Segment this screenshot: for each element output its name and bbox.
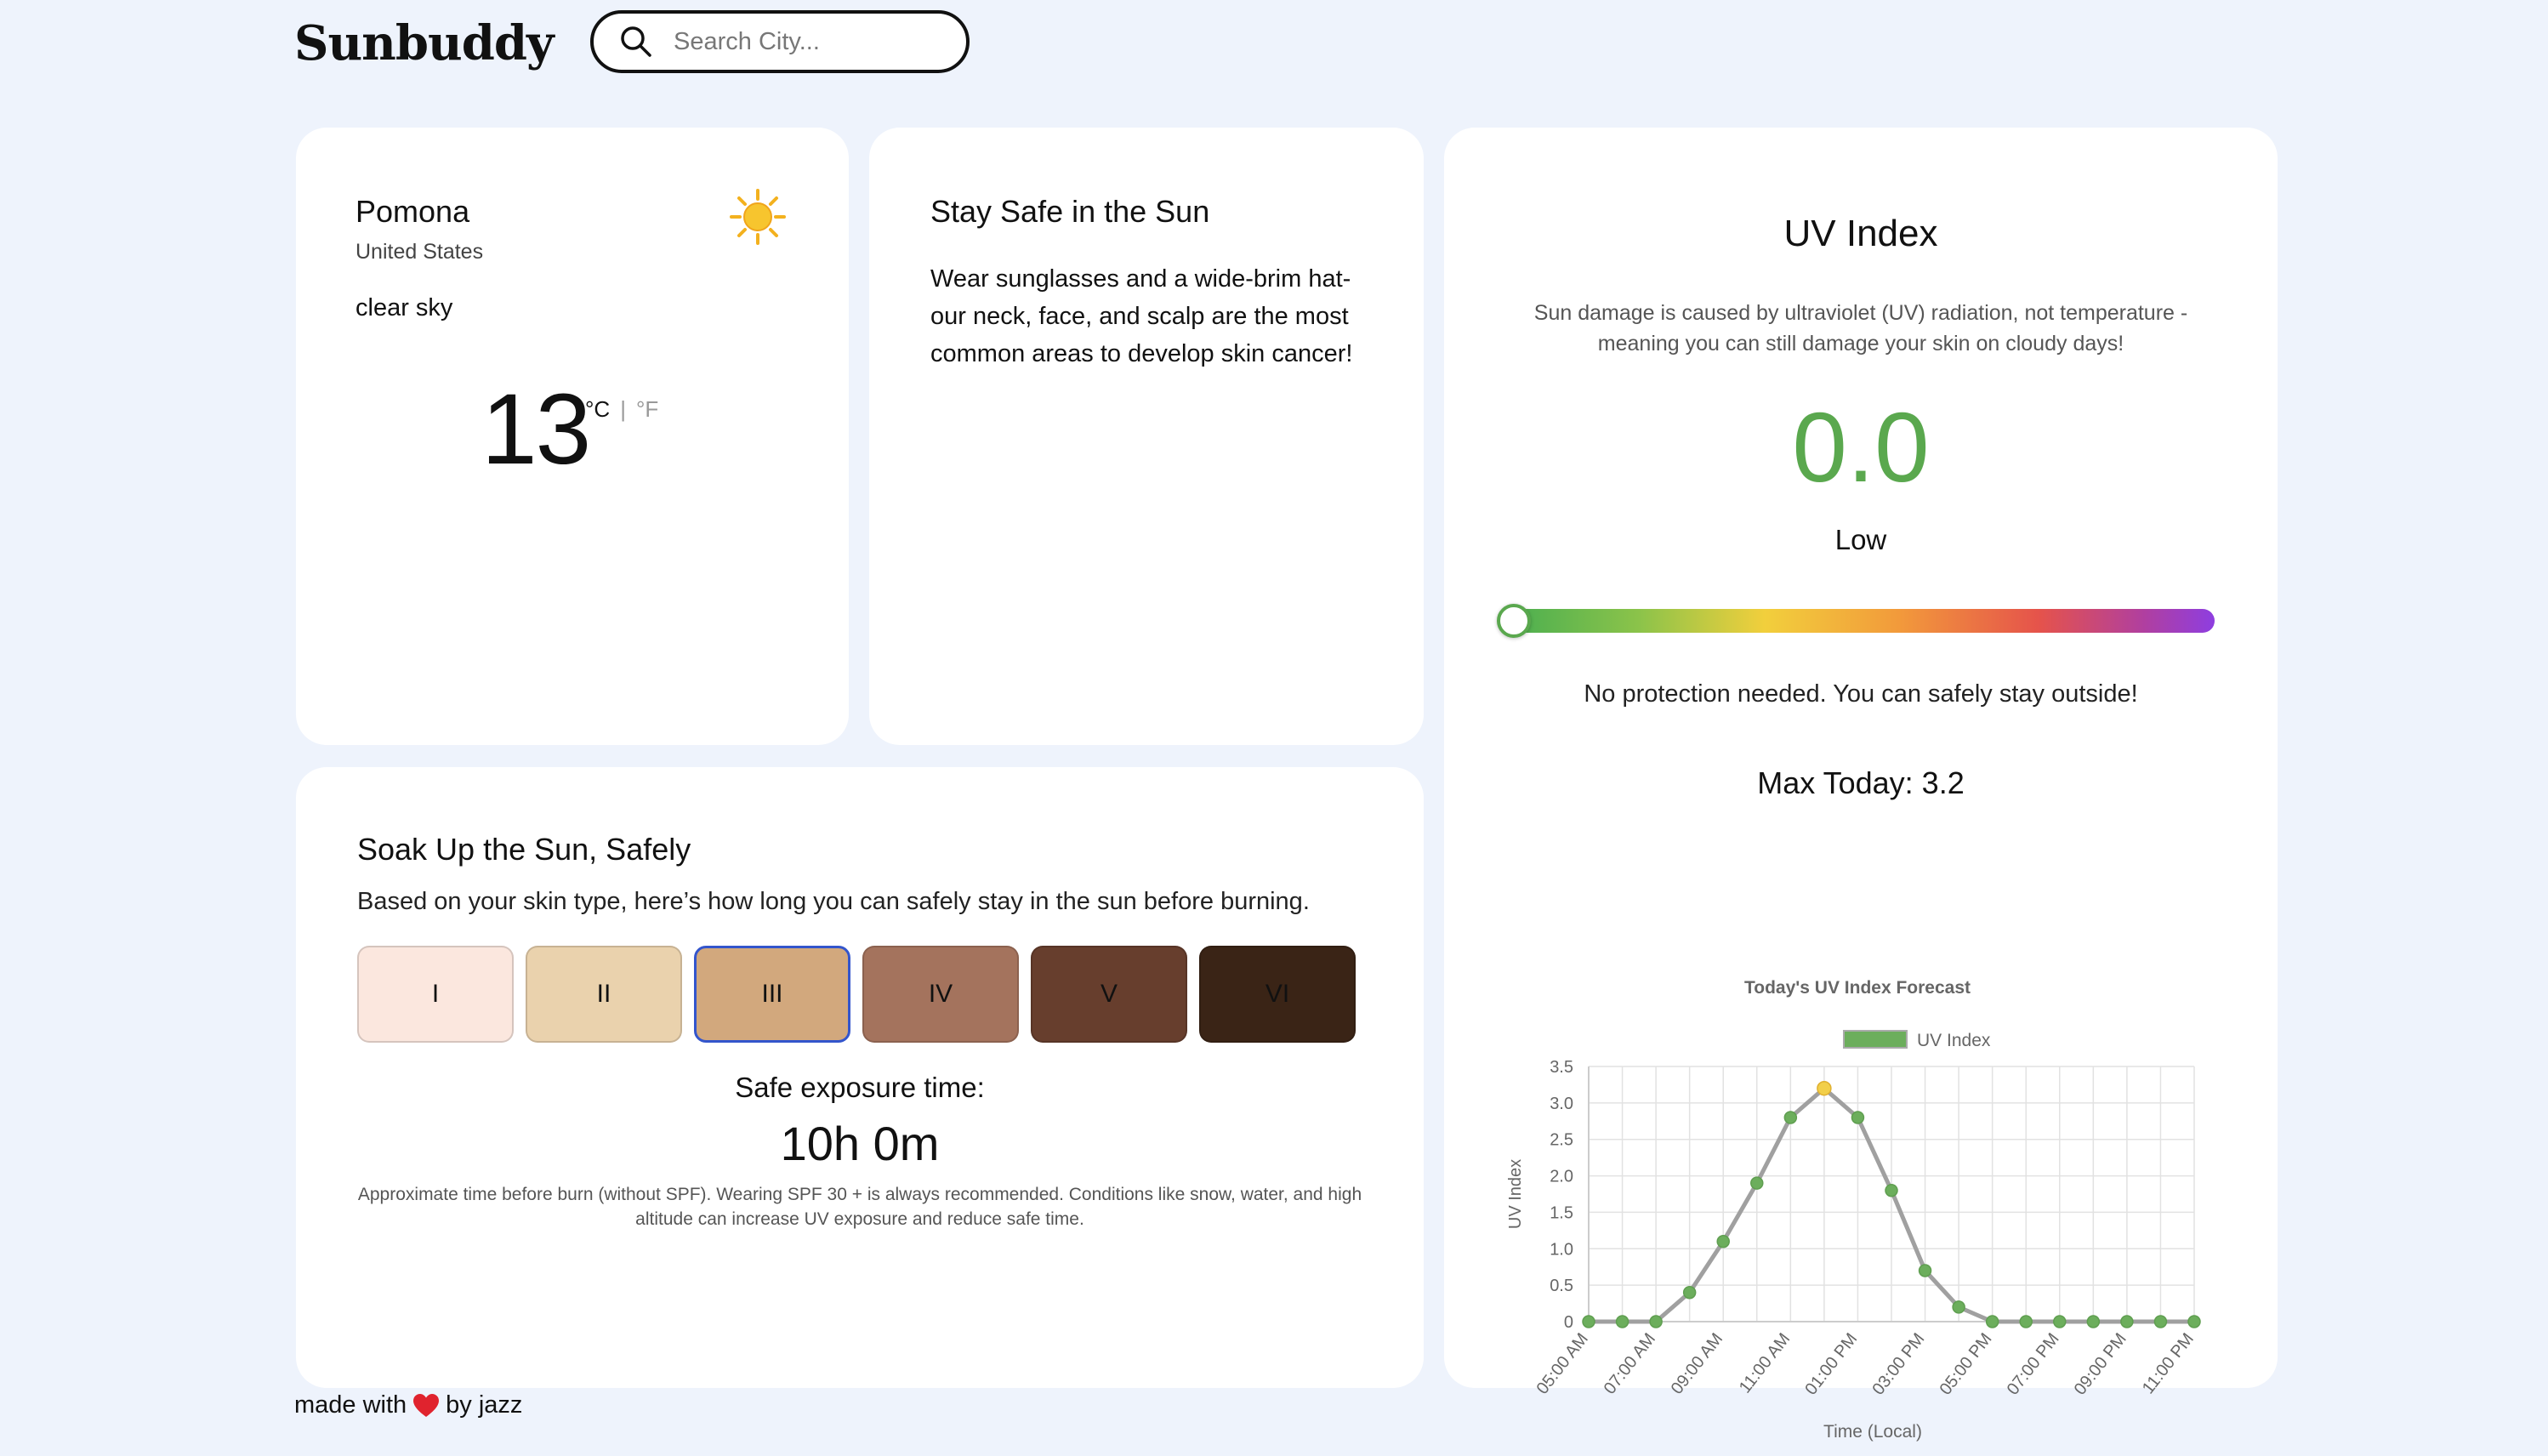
data-point <box>2153 1315 2168 1328</box>
y-tick-label: 0 <box>1564 1313 1573 1332</box>
safety-text: Wear sunglasses and a wide-brim hat- our… <box>930 265 1353 367</box>
y-axis-title: UV Index <box>1506 1159 1525 1229</box>
temperature-value: 13 <box>481 373 591 486</box>
data-point <box>1985 1315 1999 1328</box>
chart-title: Today's UV Index Forecast <box>1744 978 1971 998</box>
safety-tip-card: Stay Safe in the Sun Wear sunglasses and… <box>869 128 1424 745</box>
uv-title: UV Index <box>1783 213 1938 254</box>
data-point <box>1615 1315 1629 1328</box>
exposure-label: Safe exposure time: <box>735 1072 985 1103</box>
skin-type-label: II <box>596 980 611 1008</box>
skin-type-button-6[interactable]: VI <box>1199 946 1356 1043</box>
search-icon[interactable] <box>619 25 653 59</box>
x-tick-label: 07:00 PM <box>2004 1330 2063 1399</box>
search-bar[interactable] <box>590 10 970 73</box>
unit-fahrenheit[interactable]: °F <box>635 396 659 422</box>
data-point-max <box>1817 1080 1832 1096</box>
data-point <box>2019 1315 2033 1328</box>
skin-type-label: VI <box>1265 980 1290 1008</box>
y-tick-label: 2.0 <box>1550 1168 1573 1186</box>
safety-title: Stay Safe in the Sun <box>930 194 1210 229</box>
sun-icon <box>730 189 786 245</box>
unit-separator: | <box>620 396 626 422</box>
data-point <box>1716 1234 1730 1248</box>
skin-title: Soak Up the Sun, Safely <box>357 832 691 867</box>
skin-type-button-4[interactable]: IV <box>862 946 1019 1043</box>
footer: made with by jazz <box>294 1391 522 1419</box>
x-tick-label: 03:00 PM <box>1868 1330 1928 1399</box>
weather-card: Pomona United States clear sky 13 °C | °… <box>296 128 849 745</box>
x-tick-label: 01:00 PM <box>1801 1330 1861 1399</box>
x-tick-label: 05:00 AM <box>1533 1330 1592 1398</box>
skin-type-label: I <box>431 980 440 1008</box>
skin-type-label: V <box>1100 980 1118 1008</box>
exposure-note: Approximate time before burn (without SP… <box>357 1185 1362 1229</box>
skin-type-label: IV <box>928 980 953 1008</box>
x-tick-label: 11:00 AM <box>1736 1330 1794 1397</box>
uv-forecast-chart: Today's UV Index Forecast UV Index 0 0.5 1.0… <box>1506 978 2201 1442</box>
weather-condition: clear sky <box>355 294 453 321</box>
skin-type-button-2[interactable]: II <box>526 946 682 1043</box>
data-point <box>2120 1315 2134 1328</box>
y-tick-label: 1.0 <box>1550 1240 1573 1259</box>
uv-index-card: UV Index Sun damage is caused by ultravi… <box>1444 128 2278 1442</box>
legend-swatch <box>1843 1030 1908 1049</box>
x-tick-label: 05:00 PM <box>1937 1330 1996 1399</box>
data-point <box>1682 1285 1697 1300</box>
x-tick-label: 09:00 AM <box>1668 1330 1726 1398</box>
skin-type-button-5[interactable]: V <box>1031 946 1187 1043</box>
uv-scale-marker <box>1497 604 1531 638</box>
skin-type-selector: I II III IV V VI <box>357 946 1356 1043</box>
skin-type-button-3[interactable]: III <box>694 946 850 1043</box>
footer-prefix: made with <box>294 1391 407 1419</box>
y-tick-label: 0.5 <box>1550 1277 1573 1295</box>
exposure-value: 10h 0m <box>780 1117 940 1170</box>
uv-value: 0.0 <box>1792 392 1930 503</box>
data-point <box>1952 1300 1965 1314</box>
city-name: Pomona <box>355 194 470 229</box>
data-point <box>1885 1183 1898 1197</box>
skin-type-card: Soak Up the Sun, Safely Based on your sk… <box>296 767 1424 1388</box>
data-point <box>2053 1315 2067 1328</box>
skin-subtitle: Based on your skin type, here’s how long… <box>357 888 1310 915</box>
data-point <box>2086 1315 2101 1328</box>
y-tick-label: 3.5 <box>1550 1058 1573 1077</box>
x-tick-label: 09:00 PM <box>2071 1330 2130 1399</box>
x-tick-label: 11:00 PM <box>2139 1330 2198 1398</box>
uv-scale-bar <box>1497 604 2215 638</box>
x-tick-label: 07:00 AM <box>1601 1330 1659 1398</box>
data-point <box>1582 1315 1595 1328</box>
y-tick-label: 2.5 <box>1550 1131 1573 1150</box>
skin-type-button-1[interactable]: I <box>357 946 514 1043</box>
data-point <box>1918 1264 1932 1277</box>
footer-suffix: by jazz <box>446 1391 523 1419</box>
skin-type-label: III <box>761 980 783 1008</box>
app-logo[interactable]: Sunbuddy <box>294 15 555 71</box>
unit-toggle: °C | °F <box>585 396 658 423</box>
data-point <box>1750 1176 1764 1190</box>
y-tick-label: 1.5 <box>1550 1203 1573 1222</box>
legend-label: UV Index <box>1917 1031 1991 1050</box>
uv-advice: No protection needed. You can safely sta… <box>1584 680 2138 708</box>
heart-icon <box>413 1393 440 1417</box>
data-point <box>2187 1315 2201 1328</box>
uv-level: Low <box>1834 524 1887 555</box>
data-point <box>1851 1111 1865 1124</box>
data-point <box>1783 1111 1798 1124</box>
unit-celsius[interactable]: °C <box>585 396 611 422</box>
uv-max-today: Max Today: 3.2 <box>1757 765 1965 800</box>
uv-description: Sun damage is caused by ultraviolet (UV)… <box>1533 301 2188 355</box>
data-point <box>1649 1315 1663 1328</box>
search-input[interactable] <box>672 26 930 57</box>
country-name: United States <box>355 240 484 264</box>
y-tick-label: 3.0 <box>1550 1095 1573 1113</box>
x-axis-title: Time (Local) <box>1823 1422 1922 1442</box>
